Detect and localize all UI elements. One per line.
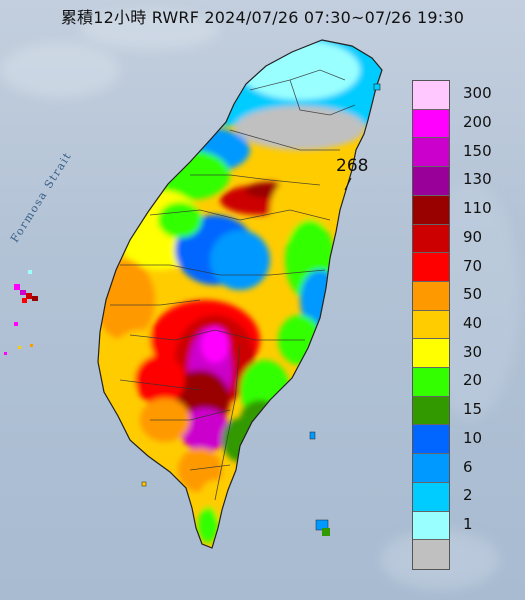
penghu-islands bbox=[4, 270, 38, 355]
legend-swatch bbox=[413, 482, 449, 512]
legend-swatch bbox=[413, 339, 449, 369]
legend-label: 20 bbox=[463, 371, 483, 390]
legend-swatch bbox=[413, 195, 449, 225]
legend-label: 15 bbox=[463, 400, 483, 419]
map-title: 累積12小時 RWRF 2024/07/26 07:30~07/26 19:30 bbox=[60, 8, 465, 27]
legend-label: 50 bbox=[463, 285, 483, 304]
legend-label: 300 bbox=[463, 84, 492, 103]
legend-label: 40 bbox=[463, 314, 483, 332]
legend-label: 110 bbox=[463, 199, 492, 218]
legend-swatch bbox=[413, 109, 449, 139]
legend-swatch bbox=[413, 425, 449, 455]
legend-label: 1 bbox=[463, 514, 473, 533]
county-borders bbox=[110, 69, 356, 501]
legend-swatch bbox=[413, 81, 449, 110]
legend-swatch bbox=[413, 396, 449, 426]
legend-swatch bbox=[413, 368, 449, 397]
max-rainfall-label: 268 bbox=[336, 156, 369, 176]
legend-swatch bbox=[413, 454, 449, 483]
legend-swatch bbox=[413, 167, 449, 196]
legend-label: 30 bbox=[463, 342, 483, 361]
legend-label: 2 bbox=[463, 486, 473, 505]
legend-swatch bbox=[413, 540, 449, 569]
rainfall-field bbox=[98, 40, 382, 548]
legend-swatch bbox=[413, 281, 449, 311]
color-legend bbox=[412, 80, 450, 570]
taiwan-outline bbox=[97, 39, 383, 549]
legend-label: 6 bbox=[463, 457, 473, 476]
legend-swatch bbox=[413, 310, 449, 340]
legend-label: 70 bbox=[463, 256, 483, 275]
legend-swatch bbox=[413, 253, 449, 282]
legend-label: 150 bbox=[463, 141, 492, 160]
southeast-islands bbox=[309, 431, 330, 536]
legend-swatch bbox=[413, 511, 449, 541]
legend-label: 90 bbox=[463, 227, 483, 246]
islet-southwest bbox=[141, 481, 147, 487]
offshore-island-ne bbox=[373, 83, 381, 91]
legend-label: 10 bbox=[463, 428, 483, 447]
legend-label: 200 bbox=[463, 113, 492, 132]
legend-swatch bbox=[413, 138, 449, 168]
legend-swatch bbox=[413, 224, 449, 254]
max-marker-line bbox=[344, 177, 352, 191]
legend-label: 130 bbox=[463, 170, 492, 189]
